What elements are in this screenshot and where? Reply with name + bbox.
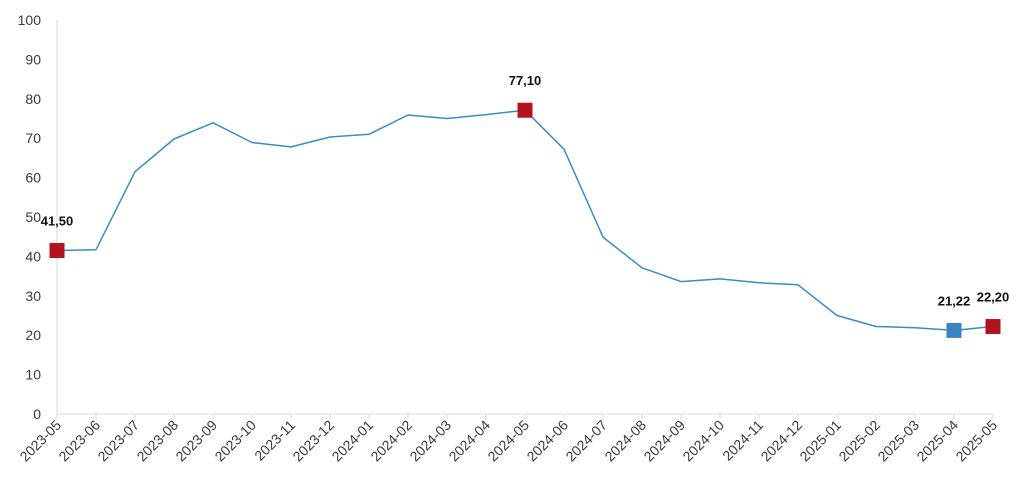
y-tick-label: 0 xyxy=(33,406,41,422)
y-tick-label: 50 xyxy=(25,209,41,225)
y-tick-label: 10 xyxy=(25,367,41,383)
x-tick-label: 2024-02 xyxy=(367,417,415,465)
x-tick-label: 2024-11 xyxy=(719,417,766,464)
y-tick-label: 40 xyxy=(25,248,41,264)
y-tick-label: 30 xyxy=(25,288,41,304)
x-tick-label: 2024-04 xyxy=(445,417,493,465)
y-tick-labels: 0 10 20 30 40 50 60 70 80 90 100 xyxy=(18,12,42,422)
highlight-marker xyxy=(517,102,533,118)
x-tick-label: 2023-06 xyxy=(55,417,103,465)
x-tick-label: 2025-02 xyxy=(835,417,883,465)
x-tick-label: 2025-01 xyxy=(796,417,844,465)
x-tick-label: 2023-07 xyxy=(94,417,142,465)
data-label: 77,10 xyxy=(509,73,542,88)
x-tick-label: 2023-05 xyxy=(16,417,64,465)
x-tick-label: 2023-10 xyxy=(211,417,259,465)
data-label: 21,22 xyxy=(938,293,971,308)
x-tick-label: 2024-01 xyxy=(328,417,376,465)
series-lines xyxy=(56,109,994,332)
x-tick-label: 2024-08 xyxy=(601,417,649,465)
x-tick-label: 2025-03 xyxy=(874,417,922,465)
data-label: 22,20 xyxy=(977,290,1010,305)
x-tick-label: 2023-09 xyxy=(172,417,220,465)
y-tick-label: 20 xyxy=(25,327,41,343)
x-tick-labels: 2023-052023-062023-072023-082023-092023-… xyxy=(16,417,1000,465)
x-tick-label: 2023-11 xyxy=(251,417,298,464)
data-labels: 41,50 77,10 21,22 22,20 xyxy=(41,73,1010,308)
x-tick-label: 2023-12 xyxy=(289,417,337,465)
y-tick-label: 100 xyxy=(18,12,42,28)
highlight-marker xyxy=(49,242,65,258)
x-tick-label: 2024-09 xyxy=(640,417,688,465)
y-tick-label: 60 xyxy=(25,170,41,186)
highlight-marker xyxy=(946,322,962,338)
y-tick-label: 80 xyxy=(25,91,41,107)
y-tick-label: 90 xyxy=(25,51,41,67)
x-tick-label: 2023-08 xyxy=(133,417,181,465)
highlight-marker xyxy=(985,319,1001,335)
axes xyxy=(56,20,994,419)
x-tick-label: 2024-10 xyxy=(679,417,727,465)
x-tick-label: 2024-12 xyxy=(757,417,805,465)
y-tick-label: 70 xyxy=(25,130,41,146)
highlight-markers xyxy=(49,102,1001,338)
data-label: 41,50 xyxy=(41,213,74,228)
x-tick-label: 2025-05 xyxy=(952,417,1000,465)
x-tick-label: 2024-05 xyxy=(484,417,532,465)
x-tick-label: 2025-04 xyxy=(913,417,961,465)
x-tick-label: 2024-06 xyxy=(523,417,571,465)
x-tick-label: 2024-07 xyxy=(562,417,610,465)
x-tick-label: 2024-03 xyxy=(406,417,454,465)
series-line xyxy=(56,109,994,332)
